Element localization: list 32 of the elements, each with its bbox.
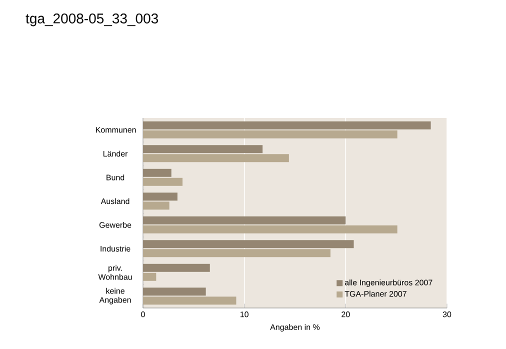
bar	[143, 202, 170, 210]
bar	[143, 264, 210, 272]
bar	[143, 178, 183, 186]
y-tick-label: Länder	[103, 150, 128, 157]
chart-title: tga_2008-05_33_003	[26, 14, 158, 26]
bar	[143, 249, 330, 258]
y-tick-label: Ausland	[100, 198, 130, 204]
y-tick-label: priv. Wohnbau	[98, 264, 132, 280]
x-axis-title: Angaben in %	[270, 324, 320, 332]
y-tick-label: Industrie	[100, 246, 130, 252]
bar	[143, 154, 289, 162]
y-tick-label: Gewerbe	[99, 222, 132, 228]
bar	[143, 192, 178, 201]
bar	[143, 296, 236, 305]
x-tick-label: 10	[240, 312, 248, 318]
x-tick-label: 20	[342, 312, 350, 318]
bar	[143, 168, 172, 177]
legend-label: alle Ingenieurbüros 2007	[344, 280, 432, 287]
bar	[143, 145, 263, 154]
bar	[143, 272, 156, 281]
bar	[143, 288, 206, 296]
bar	[143, 121, 431, 130]
y-tick-label: Kommunen	[96, 127, 136, 133]
x-tick-label: 0	[141, 312, 145, 318]
legend-label: TGA-Planer 2007	[344, 290, 406, 297]
bar	[143, 240, 354, 248]
y-tick-label: Bund	[106, 174, 124, 180]
bar	[143, 130, 398, 138]
bar	[143, 225, 398, 234]
bar	[143, 216, 346, 224]
y-tick-label: keine Angaben	[99, 288, 131, 304]
x-tick-label: 30	[442, 312, 452, 318]
